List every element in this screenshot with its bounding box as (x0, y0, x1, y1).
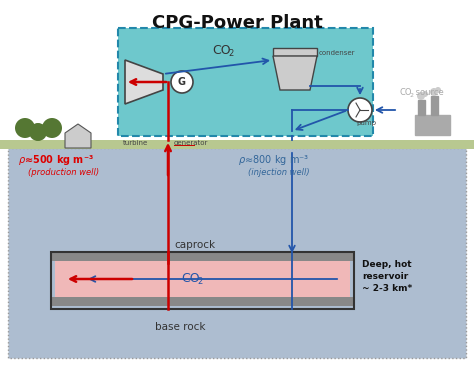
Circle shape (417, 92, 425, 100)
Polygon shape (418, 100, 425, 115)
Circle shape (430, 88, 438, 96)
Circle shape (29, 123, 47, 141)
Text: generator: generator (174, 140, 209, 146)
Text: CO: CO (181, 272, 200, 286)
Polygon shape (431, 96, 438, 115)
Bar (51, 252, 354, 261)
Text: (injection well): (injection well) (248, 168, 310, 177)
Bar (51, 297, 354, 306)
Text: G: G (178, 77, 186, 87)
Circle shape (42, 118, 62, 138)
Text: 2: 2 (410, 93, 414, 98)
Circle shape (348, 98, 372, 122)
Text: CO: CO (400, 88, 412, 97)
Polygon shape (65, 124, 91, 148)
Circle shape (435, 87, 441, 93)
Text: 2: 2 (228, 49, 234, 57)
Text: source: source (413, 88, 444, 97)
Circle shape (171, 71, 193, 93)
Polygon shape (273, 56, 317, 90)
Text: $\rho$≈800 kg m⁻³: $\rho$≈800 kg m⁻³ (238, 153, 309, 167)
Circle shape (15, 118, 35, 138)
Text: (production well): (production well) (28, 168, 99, 177)
Bar (55, 258, 350, 300)
Text: turbine: turbine (123, 140, 148, 146)
Text: caprock: caprock (174, 240, 216, 250)
Text: condenser: condenser (319, 50, 356, 56)
Text: 2: 2 (198, 277, 203, 287)
Text: Deep, hot
reservoir
~ 2-3 km*: Deep, hot reservoir ~ 2-3 km* (362, 260, 412, 293)
Circle shape (422, 91, 428, 97)
Text: pump: pump (356, 120, 376, 126)
Text: CO: CO (213, 43, 231, 57)
Bar (273, 48, 317, 56)
Bar (8, 148, 466, 358)
Bar (51, 252, 354, 309)
FancyBboxPatch shape (118, 28, 373, 136)
Bar (0, 140, 474, 149)
Text: $\rho$≈500 kg m⁻³: $\rho$≈500 kg m⁻³ (18, 153, 94, 167)
Text: base rock: base rock (155, 322, 205, 332)
Polygon shape (125, 60, 163, 104)
Text: CPG-Power Plant: CPG-Power Plant (152, 14, 322, 32)
Polygon shape (415, 115, 450, 135)
